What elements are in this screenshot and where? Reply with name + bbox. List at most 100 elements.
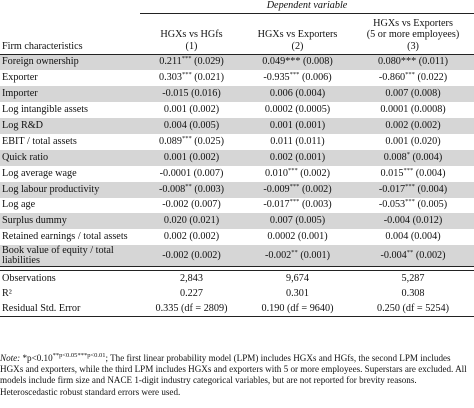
coefficient-value: -0.002 — [162, 199, 188, 210]
standard-error: (0.007) — [191, 199, 221, 210]
standard-error: (0.025) — [194, 136, 224, 147]
coefficient-value: 0.0002 — [265, 104, 293, 115]
note-label: Note: — [0, 353, 20, 363]
row-label: EBIT / total assets — [0, 134, 140, 150]
coefficient-cell: 0.080*** (0.011) — [352, 54, 474, 70]
coefficient-value: 0.211 — [159, 56, 182, 67]
standard-error: (0.008) — [411, 88, 441, 99]
coefficient-value: 0.008 — [384, 152, 407, 163]
significance-stars: * — [407, 151, 410, 158]
coefficient-value: 0.0001 — [380, 104, 408, 115]
coefficient-value: 0.002 — [270, 152, 293, 163]
standard-error: (0.001) — [300, 250, 330, 261]
stat-value: 0.308 — [352, 286, 474, 301]
significance-stars: *** — [288, 167, 298, 174]
significance-stars: *** — [405, 183, 415, 190]
coefficient-cell: -0.009*** (0.002) — [243, 182, 352, 198]
coefficient-value: 0.002 — [385, 120, 408, 131]
stat-value: 0.301 — [243, 286, 352, 301]
coefficient-value: -0.004 — [384, 215, 410, 226]
coefficient-cell: 0.007 (0.008) — [352, 86, 474, 102]
table-row: Residual Std. Error 0.335 (df = 2809) 0.… — [0, 301, 474, 317]
standard-error: (0.022) — [417, 72, 447, 83]
note-text: ; The first linear probability model (LP… — [0, 353, 467, 397]
coefficient-cell: 0.211*** (0.029) — [140, 54, 243, 70]
significance-stars: *** — [182, 55, 192, 62]
standard-error: (0.021) — [194, 72, 224, 83]
significance-stars: *** — [403, 167, 413, 174]
significance-stars: *** — [182, 135, 192, 142]
row-label: Log intangible assets — [0, 102, 140, 118]
coefficient-cell: -0.053*** (0.005) — [352, 198, 474, 214]
table-note: Note: *p<0.10**p<0.05***p<0.01; The firs… — [0, 353, 470, 398]
standard-error: (0.007) — [194, 168, 224, 179]
standard-error: (0.011) — [419, 56, 448, 67]
standard-error: (0.016) — [191, 88, 221, 99]
stat-label: Observations — [0, 271, 140, 287]
coefficient-cell: 0.006 (0.004) — [243, 86, 352, 102]
table-row: Log average wage-0.0001 (0.007)0.010*** … — [0, 166, 474, 182]
coefficient-cell: 0.007 (0.005) — [243, 213, 352, 229]
coefficient-value: -0.860 — [379, 72, 405, 83]
row-label: Log labour productivity — [0, 182, 140, 198]
coefficient-cell: 0.004 (0.005) — [140, 118, 243, 134]
coefficient-cell: 0.002 (0.001) — [243, 150, 352, 166]
coefficient-cell: -0.860*** (0.022) — [352, 70, 474, 86]
coefficient-cell: 0.001 (0.002) — [140, 150, 243, 166]
coefficient-cell: -0.002** (0.001) — [243, 245, 352, 267]
coefficient-value: -0.004 — [380, 250, 406, 261]
standard-error: (0.0005) — [295, 104, 330, 115]
standard-error: (0.002) — [191, 250, 221, 261]
stat-label: Residual Std. Error — [0, 301, 140, 317]
note-p2: **p<0.05 — [53, 352, 78, 359]
note-p1: *p<0.10 — [20, 353, 52, 363]
dependent-variable-label: Dependent variable — [140, 0, 474, 13]
coefficient-cell: 0.011 (0.011) — [243, 134, 352, 150]
row-label: Surplus dummy — [0, 213, 140, 229]
coefficient-value: 0.007 — [385, 88, 408, 99]
significance-stars: ** — [185, 183, 192, 190]
coefficient-cell: -0.002 (0.002) — [140, 245, 243, 267]
standard-error: (0.0008) — [411, 104, 446, 115]
coefficient-cell: -0.004** (0.002) — [352, 245, 474, 267]
stat-value: 0.190 (df = 9640) — [243, 301, 352, 317]
firm-characteristics-header: Firm characteristics — [0, 40, 140, 55]
table-row: Surplus dummy0.020 (0.021)0.007 (0.005)-… — [0, 213, 474, 229]
coefficient-cell: 0.001 (0.001) — [243, 118, 352, 134]
coefficient-value: 0.089 — [159, 136, 182, 147]
model-3-title: HGXs vs Exporters (5 or more employees) — [352, 13, 474, 40]
standard-error: (0.011) — [295, 136, 324, 147]
standard-error: (0.005) — [189, 120, 219, 131]
table-row: Log R&D0.004 (0.005)0.001 (0.001)0.002 (… — [0, 118, 474, 134]
standard-error: (0.002) — [300, 168, 330, 179]
stat-value: 0.250 (df = 5254) — [352, 301, 474, 317]
significance-stars: ** — [407, 249, 414, 256]
standard-error: (0.002) — [302, 184, 332, 195]
standard-error: (0.002) — [189, 231, 219, 242]
coefficient-value: 0.303 — [159, 72, 182, 83]
stats-rows: Observations 2,843 9,674 5,287 R² 0.227 … — [0, 267, 474, 317]
stat-label: R² — [0, 286, 140, 301]
significance-stars: *** — [405, 71, 415, 78]
coefficient-value: 0.020 — [164, 215, 187, 226]
coefficient-value: 0.011 — [270, 136, 293, 147]
standard-error: (0.020) — [411, 136, 441, 147]
coefficient-value: 0.010 — [265, 168, 288, 179]
standard-error: (0.002) — [189, 152, 219, 163]
regression-table: Dependent variable HGXs vs HGfs HGXs vs … — [0, 0, 474, 317]
row-label: Book value of equity / total liabilities — [0, 245, 140, 267]
standard-error: (0.003) — [302, 199, 332, 210]
coefficient-value: -0.017 — [379, 184, 405, 195]
table-row: Log age-0.002 (0.007)-0.017*** (0.003)-0… — [0, 198, 474, 214]
coefficient-value: -0.015 — [162, 88, 188, 99]
row-label: Quick ratio — [0, 150, 140, 166]
row-label: Log age — [0, 198, 140, 214]
coefficient-cell: -0.0001 (0.007) — [140, 166, 243, 182]
coefficient-cell: -0.017*** (0.004) — [352, 182, 474, 198]
coefficient-value: -0.008 — [159, 184, 185, 195]
significance-stars: *** — [290, 71, 300, 78]
table-row: Log labour productivity-0.008** (0.003)-… — [0, 182, 474, 198]
row-label: Importer — [0, 86, 140, 102]
standard-error: (0.004) — [416, 168, 446, 179]
